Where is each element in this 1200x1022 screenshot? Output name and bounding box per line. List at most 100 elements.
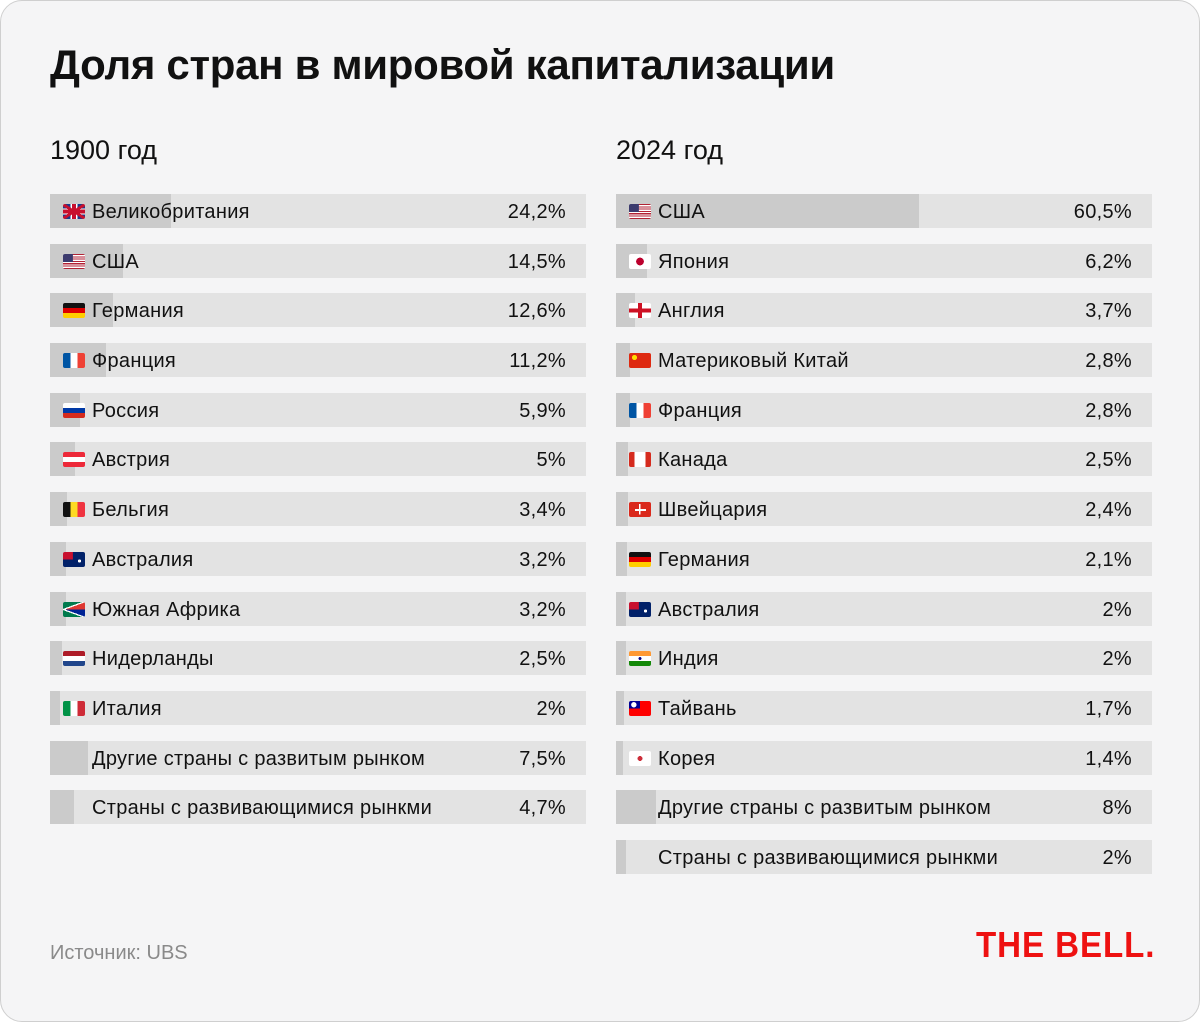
bar-fill [50, 541, 66, 576]
bar-value-label: 8% [1102, 797, 1132, 820]
the-bell-logo: THE BELL. [976, 924, 1156, 965]
flag-ru-icon [63, 402, 85, 418]
bar-label: Нидерланды [92, 648, 214, 671]
bar-label: Германия [658, 548, 751, 571]
bar-value-label: 7,5% [519, 747, 566, 770]
bar-row: Другие страны с развитым рынком 7,5% [50, 740, 586, 775]
bar-fill [616, 790, 656, 825]
bar-fill [616, 194, 919, 228]
bar-row: Австрия 5% [50, 442, 586, 477]
bar-label: Индия [658, 648, 719, 671]
bar-fill [616, 392, 630, 427]
flag-de-icon [63, 303, 85, 319]
bar-label: Германия [92, 300, 185, 323]
flag-ch-icon [629, 502, 651, 518]
chart-title: Доля стран в мировой капитализации [50, 41, 835, 88]
bar-label: Австралия [658, 598, 760, 621]
bar-row: США 60,5% [616, 194, 1152, 228]
flag-za-icon [63, 601, 85, 617]
bar-row: Страны с развивающимися рынкми 2% [616, 839, 1152, 874]
flag-au-icon [63, 551, 85, 567]
bar-value-label: 12,6% [507, 300, 566, 323]
bar-row: Корея 1,4% [616, 740, 1152, 775]
bar-row: США 14,5% [50, 243, 586, 278]
bar-value-label: 2,8% [1085, 399, 1132, 422]
flag-en-icon [629, 303, 651, 319]
panel-1900: 1900 год Великобритания 24,2% США 14,5% Герм… [50, 135, 586, 840]
bar-fill [50, 740, 88, 775]
bar-row: Франция 11,2% [50, 343, 586, 378]
bar-row: Тайвань 1,7% [616, 690, 1152, 725]
bar-fill [616, 591, 626, 626]
panel-title-2024: 2024 год [616, 135, 723, 165]
bar-row: Франция 2,8% [616, 392, 1152, 427]
flag-be-icon [63, 502, 85, 518]
bar-row: Австралия 2% [616, 591, 1152, 626]
bar-row: Бельгия 3,4% [50, 492, 586, 527]
bar-label: Швейцария [658, 499, 768, 522]
bar-value-label: 14,5% [507, 250, 566, 273]
bar-label: Австралия [92, 548, 194, 571]
bar-row: Италия 2% [50, 690, 586, 725]
bar-value-label: 2,4% [1085, 499, 1132, 522]
bar-row: Австралия 3,2% [50, 541, 586, 576]
bar-row: Другие страны с развитым рынком 8% [616, 790, 1152, 825]
bar-row: Индия 2% [616, 641, 1152, 676]
flag-it-icon [63, 700, 85, 716]
bar-label: Япония [658, 250, 730, 273]
flag-gb-icon [63, 204, 85, 219]
bar-value-label: 2% [536, 697, 566, 720]
bar-fill [616, 343, 630, 378]
flag-us-icon [629, 204, 651, 219]
bar-fill [616, 442, 629, 477]
bar-value-label: 2% [1102, 648, 1132, 671]
bar-row: Материковый Китай 2,8% [616, 343, 1152, 378]
bar-label: Бельгия [92, 499, 170, 522]
bar-label: Франция [658, 399, 743, 422]
bar-row: Германия 2,1% [616, 541, 1152, 576]
source-note: Источник: UBS [50, 942, 188, 964]
bar-fill [616, 690, 625, 725]
bar-value-label: 3,4% [519, 499, 566, 522]
panel-2024: 2024 год США 60,5% Япония 6,2% Англия 3,7% Мат… [616, 135, 1152, 890]
flag-jp-icon [629, 253, 651, 269]
bar-value-label: 3,2% [519, 598, 566, 621]
bar-label: Великобритания [92, 201, 250, 223]
bar-fill [616, 740, 623, 775]
flag-at-icon [63, 452, 85, 468]
bar-value-label: 60,5% [1073, 201, 1132, 223]
bar-row: Великобритания 24,2% [50, 194, 586, 228]
flag-fr-icon [63, 353, 85, 369]
bar-label: США [92, 250, 140, 273]
bar-row: Нидерланды 2,5% [50, 641, 586, 676]
bar-value-label: 24,2% [507, 201, 566, 223]
bar-fill [50, 690, 60, 725]
bar-value-label: 2,5% [519, 648, 566, 671]
bar-fill [616, 839, 626, 874]
bar-label: Франция [92, 350, 177, 373]
bar-value-label: 3,2% [519, 548, 566, 571]
bar-fill [50, 591, 66, 626]
bar-label: Южная Африка [92, 598, 241, 621]
bar-row: Германия 12,6% [50, 293, 586, 328]
bar-label: Россия [92, 399, 160, 422]
bar-label: Австрия [92, 449, 171, 472]
bar-value-label: 4,7% [519, 797, 566, 820]
flag-in-icon [629, 651, 651, 667]
flag-au-icon [629, 601, 651, 617]
bar-label: Материковый Китай [658, 350, 849, 373]
bar-fill [616, 541, 627, 576]
bar-row: Россия 5,9% [50, 392, 586, 427]
bar-value-label: 2,5% [1085, 449, 1132, 472]
flag-ca-icon [629, 452, 651, 468]
flag-tw-icon [629, 700, 651, 716]
bar-value-label: 3,7% [1085, 300, 1132, 323]
bar-fill [616, 293, 635, 328]
bar-value-label: 1,4% [1085, 747, 1132, 770]
bar-fill [50, 492, 67, 527]
bar-label: Другие страны с развитым рынком [658, 797, 992, 820]
bar-row: Швейцария 2,4% [616, 492, 1152, 527]
bar-value-label: 2,1% [1085, 548, 1132, 571]
bar-fill [50, 243, 123, 278]
